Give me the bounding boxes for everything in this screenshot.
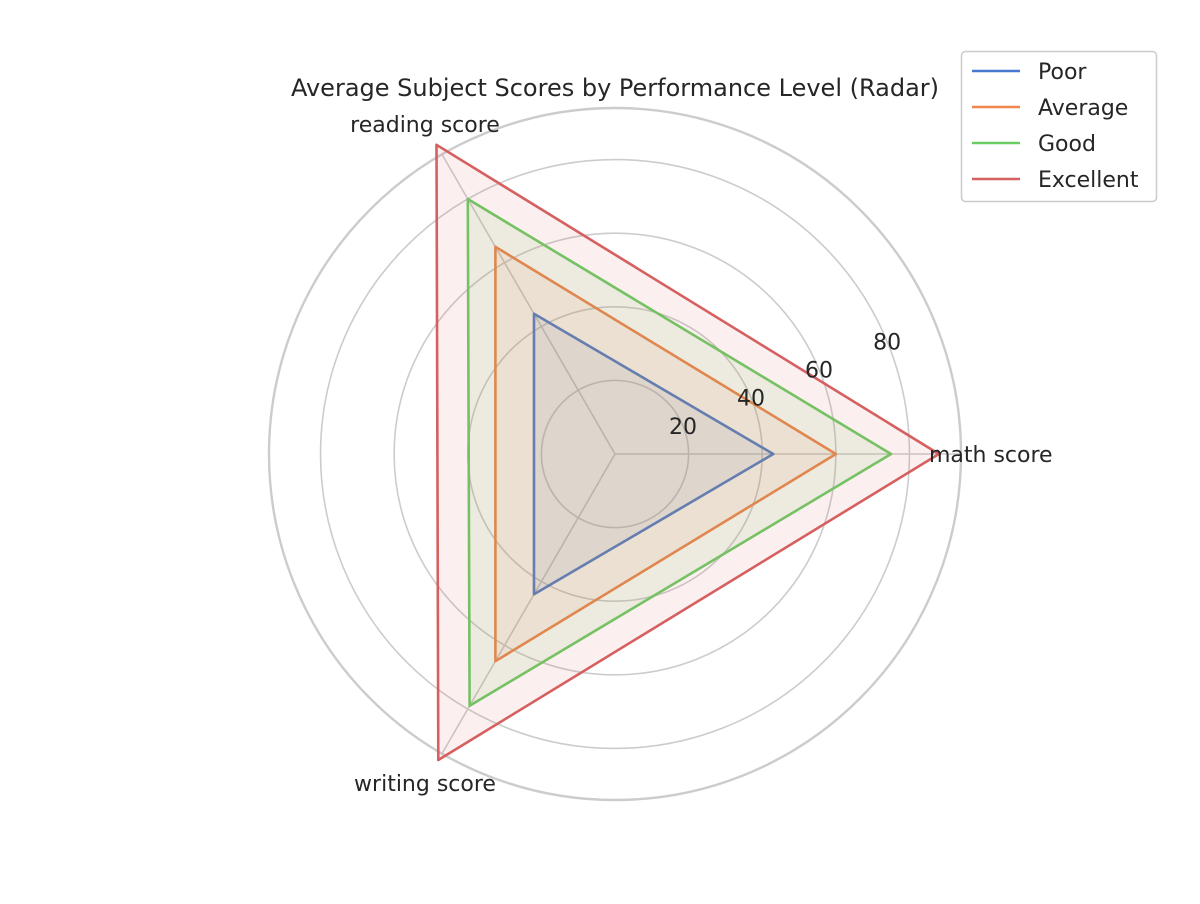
series-fill-excellent — [436, 144, 939, 761]
legend: Poor Average Good Excellent — [960, 50, 1158, 203]
radial-tick-label: 40 — [737, 387, 765, 412]
legend-frame — [960, 50, 1158, 203]
radial-tick-label: 80 — [873, 330, 901, 355]
series-fill-good — [467, 199, 892, 706]
radial-tick-label: 20 — [669, 415, 697, 440]
series-line-excellent — [435, 143, 941, 762]
series-line-average — [494, 245, 838, 663]
polar-frame — [267, 106, 963, 802]
legend-label: Poor — [1038, 60, 1087, 85]
spoke-gridline — [441, 153, 616, 455]
radial-gridline — [319, 158, 911, 750]
series-layer — [435, 143, 941, 762]
axis-label: writing score — [354, 772, 496, 797]
radial-gridline — [540, 379, 690, 529]
legend-label: Good — [1038, 132, 1096, 157]
axis-label: reading score — [350, 113, 500, 138]
series-line-good — [466, 197, 893, 708]
axis-labels: math score reading score writing score — [350, 113, 1052, 797]
axis-label: math score — [929, 443, 1053, 468]
radial-tick-labels: 20 40 60 80 — [669, 330, 901, 440]
legend-label: Excellent — [1038, 168, 1139, 193]
series-fill-average — [495, 246, 836, 662]
legend-label: Average — [1038, 96, 1128, 121]
radial-tick-label: 60 — [805, 359, 833, 384]
series-line-poor — [532, 312, 775, 596]
series-fill-poor — [534, 313, 774, 595]
chart-title: Average Subject Scores by Performance Le… — [291, 74, 939, 102]
